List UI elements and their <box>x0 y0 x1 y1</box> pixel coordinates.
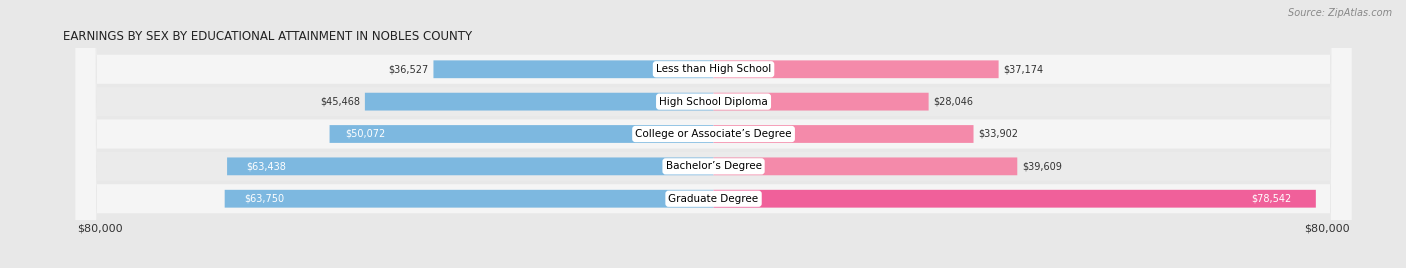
Text: Graduate Degree: Graduate Degree <box>668 194 759 204</box>
FancyBboxPatch shape <box>366 93 713 110</box>
Text: $63,438: $63,438 <box>246 161 287 171</box>
FancyBboxPatch shape <box>228 158 713 175</box>
Text: High School Diploma: High School Diploma <box>659 97 768 107</box>
Text: $63,750: $63,750 <box>245 194 284 204</box>
FancyBboxPatch shape <box>76 0 1351 268</box>
Text: Bachelor’s Degree: Bachelor’s Degree <box>665 161 762 171</box>
Text: $78,542: $78,542 <box>1251 194 1292 204</box>
Text: $45,468: $45,468 <box>321 97 360 107</box>
FancyBboxPatch shape <box>713 125 973 143</box>
FancyBboxPatch shape <box>713 93 928 110</box>
FancyBboxPatch shape <box>713 60 998 78</box>
FancyBboxPatch shape <box>76 0 1351 268</box>
Text: $50,072: $50,072 <box>344 129 385 139</box>
FancyBboxPatch shape <box>713 158 1018 175</box>
Text: $39,609: $39,609 <box>1022 161 1062 171</box>
FancyBboxPatch shape <box>76 0 1351 268</box>
Text: Less than High School: Less than High School <box>657 64 770 74</box>
FancyBboxPatch shape <box>76 0 1351 268</box>
Text: $37,174: $37,174 <box>1004 64 1043 74</box>
Text: $33,902: $33,902 <box>979 129 1018 139</box>
FancyBboxPatch shape <box>76 0 1351 268</box>
Text: $36,527: $36,527 <box>388 64 429 74</box>
FancyBboxPatch shape <box>433 60 713 78</box>
Text: Source: ZipAtlas.com: Source: ZipAtlas.com <box>1288 8 1392 18</box>
Text: EARNINGS BY SEX BY EDUCATIONAL ATTAINMENT IN NOBLES COUNTY: EARNINGS BY SEX BY EDUCATIONAL ATTAINMEN… <box>63 30 472 43</box>
FancyBboxPatch shape <box>713 190 1316 208</box>
FancyBboxPatch shape <box>225 190 713 208</box>
Text: College or Associate’s Degree: College or Associate’s Degree <box>636 129 792 139</box>
FancyBboxPatch shape <box>329 125 713 143</box>
Text: $28,046: $28,046 <box>934 97 973 107</box>
